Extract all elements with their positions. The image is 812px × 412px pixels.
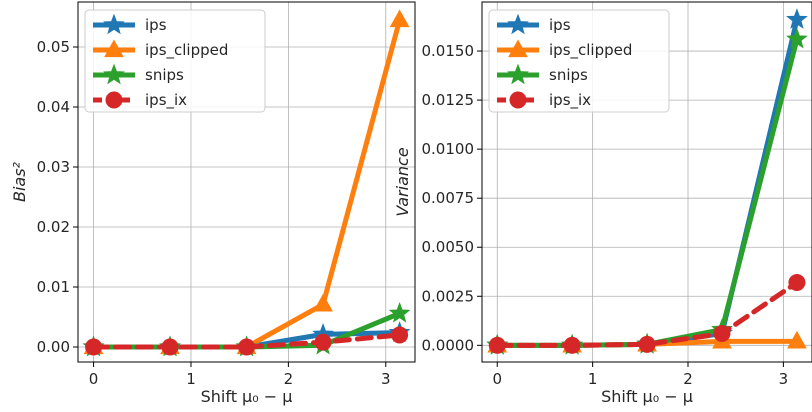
legend-entry-ips_ix: ips_ix [93, 91, 187, 110]
plot-frame [77, 1, 416, 363]
data-point-snips [388, 301, 411, 323]
data-point-ips_ix [563, 336, 581, 354]
data-point-ips_ix [638, 335, 656, 353]
data-point-ips_clipped [787, 330, 807, 349]
legend-label: ips_clipped [549, 41, 632, 60]
series-ips_ix [488, 274, 806, 354]
y-tick-label: 0.04 [37, 98, 70, 116]
legend-entry-ips_clipped: ips_clipped [93, 39, 228, 60]
x-tick-label: 2 [683, 370, 693, 388]
x-tick-label: 1 [186, 370, 196, 388]
legend-marker [509, 91, 527, 109]
legend-marker [507, 63, 529, 85]
legend-label: ips_ix [549, 91, 591, 110]
data-point-snips [786, 27, 808, 49]
x-tick-label: 3 [779, 370, 789, 388]
chart-panel-2: 0 1 2 3 0.0000 0.0025 0.0050 0.0075 0.0100 0.0125… [393, 1, 812, 406]
legend-entry-snips: snips [497, 63, 588, 85]
legend-marker [508, 39, 528, 58]
x-tick-label: 2 [284, 370, 294, 388]
y-tick-label: 0.0125 [422, 91, 475, 109]
y-tick-label: 0.0150 [422, 42, 475, 60]
data-point-ips_clipped [389, 9, 410, 28]
legend-marker [105, 91, 123, 109]
y-tick-label: 0.0025 [422, 287, 475, 305]
data-point-ips_ix [713, 325, 731, 343]
data-point-ips_ix [85, 338, 103, 356]
x-tick-label: 0 [89, 370, 99, 388]
y-tick-label: 0.0050 [422, 238, 475, 256]
x-axis-label: Shift μ₀ − μ [201, 387, 293, 406]
data-point-ips_ix [161, 338, 179, 356]
legend-entry-ips: ips [497, 13, 571, 35]
legend-entry-ips: ips [93, 13, 167, 35]
legend-box [488, 9, 670, 113]
x-tick-label: 3 [381, 370, 391, 388]
legend-entry-ips_clipped: ips_clipped [497, 39, 632, 60]
y-tick-label: 0.03 [37, 158, 70, 176]
chart-panel-1: 0 1 2 3 0.00 0.01 0.02 0.03 0.04 0.05 Shift μ₀ − μ… [10, 1, 416, 406]
plot-area [82, 9, 411, 357]
legend-label: ips [145, 16, 167, 34]
legend-marker [103, 63, 125, 85]
y-tick-label: 0.05 [37, 38, 70, 56]
x-tick-label: 1 [588, 370, 598, 388]
x-axis-label: Shift μ₀ − μ [601, 387, 693, 406]
y-axis-label: Bias² [10, 161, 29, 202]
series-ips_ix [85, 326, 409, 356]
legend-label: snips [145, 66, 184, 84]
legend-label: ips_clipped [145, 41, 228, 60]
plot-frame [481, 1, 812, 363]
legend-label: ips [549, 16, 571, 34]
legend-label: ips_ix [145, 91, 187, 110]
data-point-ips_ix [788, 274, 806, 292]
y-tick-label: 0.00 [37, 338, 70, 356]
y-axis-label: Variance [393, 147, 412, 216]
legend-marker [104, 39, 124, 58]
y-tick-label: 0.0000 [422, 336, 475, 354]
legend-entry-ips_ix: ips_ix [497, 91, 591, 110]
legend-label: snips [549, 66, 588, 84]
legend-entry-snips: snips [93, 63, 184, 85]
data-point-ips [786, 8, 808, 29]
y-tick-label: 0.01 [37, 278, 70, 296]
legend-box [84, 9, 266, 113]
data-point-ips_ix [314, 333, 332, 351]
y-tick-label: 0.0075 [422, 189, 475, 207]
y-tick-label: 0.0100 [422, 140, 475, 158]
plot-area [486, 8, 808, 355]
series-line-ips_ix [494, 280, 800, 348]
legend-marker [507, 13, 529, 35]
data-point-ips_ix [391, 326, 409, 344]
data-point-ips_clipped [313, 293, 333, 312]
legend-marker [103, 13, 125, 35]
data-point-ips_ix [488, 336, 506, 354]
y-tick-label: 0.02 [37, 218, 70, 236]
data-point-ips_ix [238, 338, 256, 356]
x-tick-label: 0 [492, 370, 502, 388]
